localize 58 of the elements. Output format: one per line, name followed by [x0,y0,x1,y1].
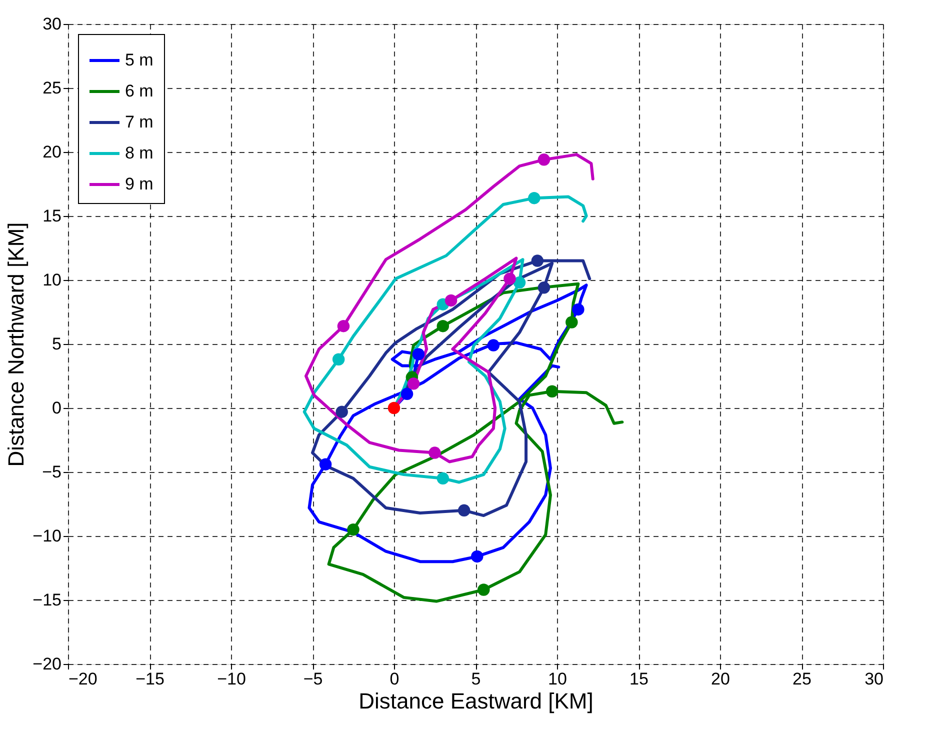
point [546,385,558,398]
point [487,339,500,352]
point [436,320,450,332]
x-tick-label: 15 [630,670,648,688]
y-tick-label: 10 [42,270,62,290]
x-tick-label: 10 [548,670,567,688]
x-tick-label: 25 [792,670,812,688]
point [444,294,458,307]
point [407,378,420,390]
x-tick-label: −20 [68,670,98,688]
x-tick-label: 0 [390,670,400,688]
point [332,353,345,366]
point [566,316,578,328]
y-tick-label: −5 [42,462,62,482]
point [336,406,348,418]
y-tick-label: 15 [42,206,62,226]
point [538,154,550,166]
point [428,446,441,459]
point [337,320,350,332]
legend-label: 9 m [125,174,154,194]
x-tick-label: 30 [864,670,884,688]
point [412,348,425,360]
point [538,282,550,294]
y-tick-label: 25 [42,78,62,98]
point [436,472,450,485]
point [471,550,484,563]
y-tick-label: −10 [32,526,62,546]
line-series [327,282,624,603]
y-tick-label: 30 [42,14,62,34]
y-axis-title: Distance Northward [KM] [4,222,29,467]
legend-label: 7 m [125,112,154,132]
legend-label: 6 m [125,82,154,100]
point [319,458,332,470]
legend-label: 5 m [125,50,154,70]
point [400,388,414,400]
point [347,523,360,536]
legend-label: 8 m [125,144,154,162]
point [513,276,526,289]
x-axis-title: Distance Eastward [KM] [358,688,594,714]
y-tick-label: 0 [52,398,62,418]
point [478,584,490,596]
point [388,402,400,414]
point [572,303,584,316]
point [528,192,540,204]
x-tick-label: 20 [711,670,730,688]
y-tick-label: 5 [52,334,62,354]
x-tick-label: −15 [136,670,164,688]
x-tick-label: −10 [217,670,246,688]
y-tick-label: −15 [32,590,62,610]
x-tick-label: −5 [303,670,323,688]
line-series [308,284,588,564]
point [504,272,516,285]
point [458,504,470,517]
line-series [304,153,594,464]
point [531,254,544,267]
y-tick-label: 20 [42,142,62,162]
y-tick-label: −20 [32,654,62,674]
x-tick-label: 5 [471,670,481,688]
